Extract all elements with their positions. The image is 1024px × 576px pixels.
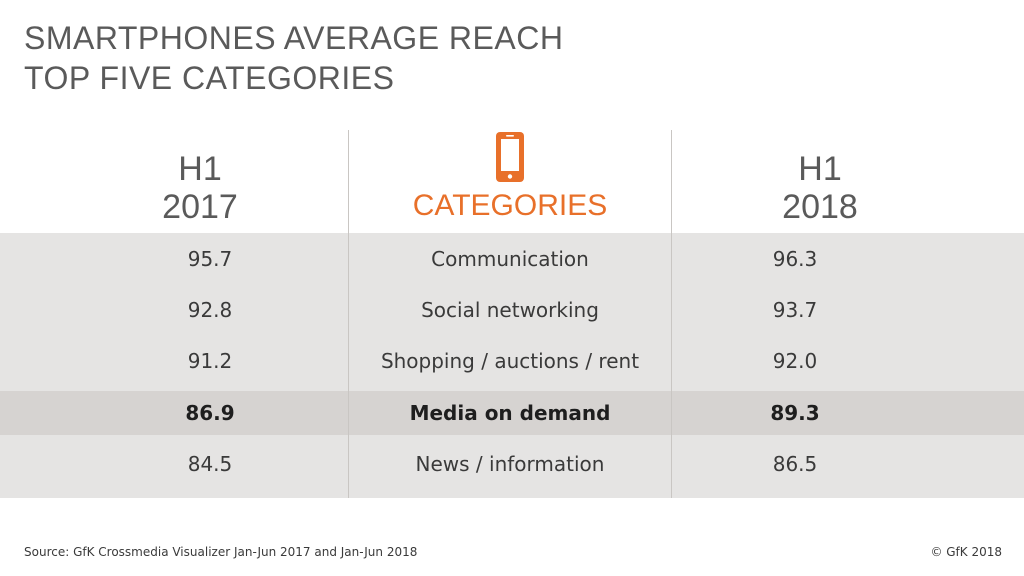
chart-title-line-1: SMARTPHONES AVERAGE REACH	[24, 20, 564, 56]
value-h1-2017: 86.9	[185, 400, 235, 425]
smartphone-icon	[496, 132, 524, 182]
chart-title: SMARTPHONES AVERAGE REACH TOP FIVE CATEG…	[24, 18, 563, 98]
value-h1-2017: 92.8	[187, 298, 233, 323]
categories-label: CATEGORIES	[412, 189, 608, 222]
table-row: 86.9 Media on demand 89.3	[0, 390, 1024, 435]
category-label: Social networking	[421, 298, 599, 323]
category-label: Media on demand	[409, 400, 611, 425]
table-body: 95.7 Communication 96.3 92.8 Social netw…	[0, 233, 1024, 498]
value-h1-2017: 84.5	[187, 451, 233, 476]
chart-title-line-2: TOP FIVE CATEGORIES	[24, 60, 395, 96]
category-label: Communication	[431, 247, 589, 271]
table-row: 92.8 Social networking 93.7	[0, 288, 1024, 332]
source-note: Source: GfK Crossmedia Visualizer Jan-Ju…	[24, 545, 418, 559]
category-label: Shopping / auctions / rent	[380, 349, 640, 374]
column-header-line: H1	[798, 150, 842, 188]
column-header-line: H1	[178, 150, 222, 188]
column-header-h1-2018: H1 2018	[740, 150, 900, 253]
value-h1-2018: 96.3	[772, 247, 818, 271]
value-h1-2018: 93.7	[772, 298, 818, 323]
column-header-h1-2017: H1 2017	[120, 150, 280, 253]
table-row: 84.5 News / information 86.5	[0, 442, 1024, 486]
reach-table: 95.7 Communication 96.3 92.8 Social netw…	[0, 130, 1024, 498]
value-h1-2017: 95.7	[187, 247, 233, 271]
column-header-line: 2018	[782, 188, 858, 226]
column-header-categories: CATEGORIES	[350, 130, 670, 233]
copyright-note: © GfK 2018	[930, 545, 1002, 559]
value-h1-2018: 86.5	[772, 451, 818, 476]
category-label: News / information	[415, 451, 605, 476]
column-header-line: 2017	[162, 188, 238, 226]
table-row: 95.7 Communication 96.3	[0, 237, 1024, 281]
value-h1-2018: 89.3	[770, 400, 820, 425]
value-h1-2018: 92.0	[772, 349, 818, 374]
value-h1-2017: 91.2	[187, 349, 233, 374]
table-row: 91.2 Shopping / auctions / rent 92.0	[0, 339, 1024, 383]
column-divider	[671, 130, 672, 498]
column-divider	[348, 130, 349, 498]
